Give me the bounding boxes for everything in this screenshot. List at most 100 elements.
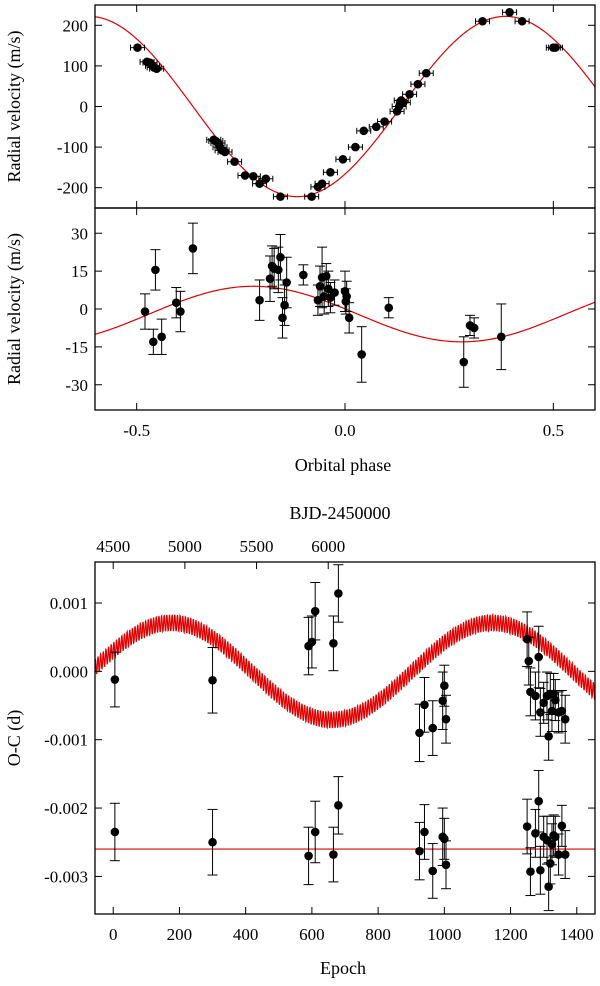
panel-0-series-0-point bbox=[217, 147, 233, 157]
panel-2-data-point bbox=[110, 675, 120, 684]
panel-2-data-point bbox=[557, 821, 567, 831]
panel-0-ytick-label: -200 bbox=[57, 179, 88, 198]
panel-0-series-0-point bbox=[347, 142, 363, 152]
panel-2-ytick-label: -0.002 bbox=[44, 799, 88, 818]
panel-2-series-1-point bbox=[439, 817, 450, 860]
panel-2-series-1-point bbox=[525, 847, 536, 897]
panel-1-data-point bbox=[176, 307, 185, 316]
panel-2-data-point bbox=[441, 860, 451, 870]
panel-2-data-point bbox=[560, 714, 570, 724]
panel-1-series-0-point bbox=[150, 249, 161, 291]
panel-1-data-point bbox=[342, 292, 351, 301]
panel-2-series-1-point bbox=[522, 798, 533, 855]
panel-0-series-0-point bbox=[377, 117, 393, 126]
panel-2-data-point bbox=[526, 867, 535, 876]
panel-1-xtick-label: -0.5 bbox=[123, 421, 150, 440]
panel-1-series-0-point bbox=[140, 293, 150, 330]
panel-1-series-0-point bbox=[148, 328, 159, 355]
panel-0-series-0-point bbox=[410, 79, 426, 89]
panel-0-data-point bbox=[261, 174, 271, 184]
panel-2-top-xtick-label: 4500 bbox=[96, 537, 130, 556]
panel-1-series-0-point bbox=[465, 314, 475, 337]
panel-0-series-0-point bbox=[314, 179, 330, 188]
panel-1-series-0-point bbox=[344, 302, 355, 334]
panel-1-series-0-point bbox=[469, 317, 480, 339]
panel-0-series-0-point bbox=[356, 126, 372, 136]
panel-2-data-point bbox=[415, 728, 424, 738]
panel-2-series-0-point bbox=[333, 564, 344, 623]
panel-1-data-point bbox=[157, 332, 166, 342]
panel-2-series-1-point bbox=[560, 830, 571, 879]
panel-0-series-0-point bbox=[130, 43, 145, 52]
panel-1-data-point bbox=[330, 288, 339, 297]
panel-0-data-point bbox=[326, 167, 335, 177]
panel-2-series-0-point bbox=[560, 694, 571, 744]
panel-1-series-0-point bbox=[156, 318, 167, 355]
panel-2-series-0-point bbox=[109, 651, 120, 708]
panel-2-data-point bbox=[524, 656, 534, 666]
panel-0-data-point bbox=[478, 16, 487, 26]
panel-2-series-0-point bbox=[556, 689, 567, 733]
panel-1-series-0-point bbox=[329, 279, 340, 306]
panel-0-data-point bbox=[338, 154, 348, 164]
panel-2-series-1-point bbox=[535, 845, 546, 895]
panel-2-data-point bbox=[539, 698, 548, 708]
panel-2-xtick-label: 200 bbox=[167, 925, 193, 944]
panel-2-series-1-point bbox=[303, 826, 314, 886]
panel-0-data-point bbox=[351, 142, 360, 152]
panel-2-data-point bbox=[334, 589, 343, 598]
panel-2-top-axis-label: BJD-2450000 bbox=[289, 503, 390, 523]
panel-1-data-point bbox=[278, 313, 287, 323]
panel-0-data-point bbox=[399, 98, 408, 107]
panel-2-series-1-point bbox=[440, 840, 451, 890]
panel-1-data-point bbox=[276, 252, 285, 262]
panel-0-data-point bbox=[413, 79, 423, 89]
panel-2-series-1-point bbox=[427, 843, 438, 899]
panel-2-data-point bbox=[310, 827, 320, 837]
panel-0-data-point bbox=[551, 43, 560, 52]
panel-1-data-point bbox=[274, 265, 283, 275]
panel-0-data-point bbox=[220, 147, 230, 157]
panel-2-series-1-point bbox=[543, 862, 554, 912]
panel-2-series-1-point bbox=[419, 804, 430, 860]
panel-2-data-point bbox=[329, 639, 338, 648]
panel-2-data-point bbox=[415, 846, 424, 856]
panel-1-data-point bbox=[151, 265, 160, 275]
panel-2-series-1-point bbox=[207, 808, 218, 876]
panel-2-x-axis-label: Epoch bbox=[320, 958, 366, 978]
panel-2-xtick-label: 600 bbox=[299, 925, 325, 944]
panel-2-data-point bbox=[531, 691, 540, 701]
panel-2-data-point bbox=[560, 850, 570, 859]
panel-1-series-0-point bbox=[171, 287, 182, 319]
panel-2-ytick-label: 0.000 bbox=[50, 662, 88, 681]
panel-2-xtick-label: 1200 bbox=[494, 925, 528, 944]
panel-1-data-point bbox=[171, 298, 181, 307]
panel-0-series-0-point bbox=[402, 90, 418, 99]
panel-2-xtick-label: 0 bbox=[109, 925, 118, 944]
panel-1-xtick-label: 0.0 bbox=[334, 421, 355, 440]
panel-1-data-point bbox=[255, 295, 264, 305]
panel-2-top-xtick-label: 6000 bbox=[311, 537, 345, 556]
panel-2-data-point bbox=[544, 882, 553, 891]
panel-1-data-point bbox=[265, 274, 275, 284]
panel-1-ytick-label: -30 bbox=[65, 376, 88, 395]
panel-2-xtick-label: 400 bbox=[233, 925, 259, 944]
panel-2-data-point bbox=[534, 796, 544, 806]
panel-1-series-0-point bbox=[175, 290, 186, 333]
panel-0-data-point bbox=[255, 179, 264, 188]
panel-0-series-0-point bbox=[322, 167, 338, 177]
panel-2-ytick-label: 0.001 bbox=[50, 594, 88, 613]
panel-0-y-axis-label: Radial velocity (m/s) bbox=[4, 31, 25, 183]
panel-1-series-0-point bbox=[496, 303, 507, 371]
panel-0-data-point bbox=[421, 68, 431, 78]
panel-1-data-point bbox=[321, 271, 331, 281]
panel-0-ytick-label: 200 bbox=[63, 16, 89, 35]
panel-1-series-0-point bbox=[383, 297, 394, 319]
panel-2-series-0-point bbox=[414, 703, 425, 763]
panel-1-ytick-label: -15 bbox=[65, 338, 88, 357]
panel-0-series-0-point bbox=[395, 98, 411, 107]
panel-1-ytick-label: 0 bbox=[80, 300, 89, 319]
panel-1-data-point bbox=[299, 270, 308, 280]
panel-0-data-point bbox=[405, 90, 414, 99]
panel-0-data-point bbox=[276, 192, 285, 201]
